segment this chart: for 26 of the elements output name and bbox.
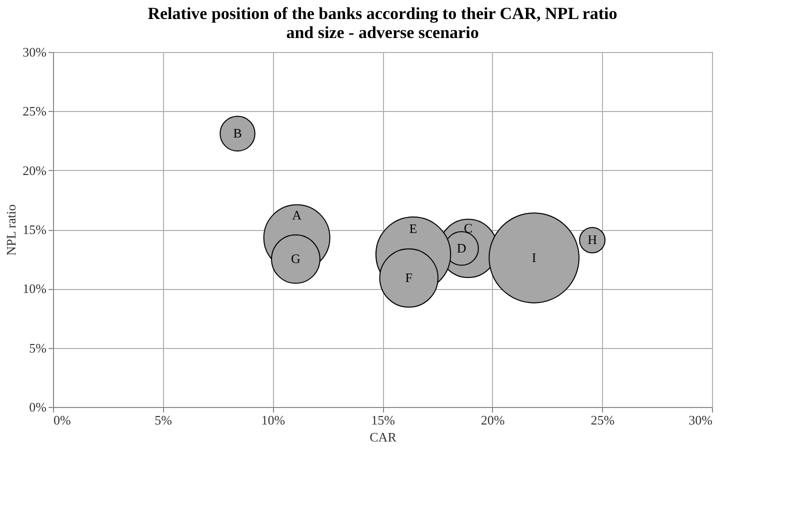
- y-axis-title: NPL ratio: [4, 204, 19, 256]
- annotation: F: [405, 270, 412, 286]
- y-tick-label: 15%: [22, 222, 47, 237]
- y-tick-label: 25%: [22, 104, 47, 119]
- annotation: E: [409, 221, 418, 236]
- y-tick-label: 10%: [22, 281, 47, 296]
- annotation: B: [233, 126, 242, 141]
- x-tick-label: 15%: [371, 412, 396, 428]
- x-tick-label: 25%: [590, 412, 615, 428]
- chart-title: Relative position of the banks according to their CAR, NPL ratio and size - adverse scenario: [148, 4, 618, 42]
- y-tick-label: 0%: [29, 400, 47, 414]
- x-tick-label: 30%: [688, 412, 713, 428]
- annotation: C: [464, 220, 473, 236]
- y-tick-label: 5%: [29, 340, 47, 356]
- annotation: G: [291, 251, 300, 266]
- x-tick-label: 10%: [261, 412, 286, 428]
- annotation: A: [292, 207, 302, 222]
- y-tick-label: 20%: [22, 162, 47, 178]
- y-tick-label: 30%: [22, 44, 47, 60]
- annotation: I: [532, 250, 536, 265]
- annotation: H: [588, 232, 597, 248]
- x-tick-label: 20%: [480, 412, 505, 428]
- x-tick-label: 0%: [54, 412, 71, 428]
- annotation: D: [456, 240, 466, 256]
- x-axis-title: CAR: [370, 430, 397, 444]
- x-tick-label: 5%: [154, 412, 172, 428]
